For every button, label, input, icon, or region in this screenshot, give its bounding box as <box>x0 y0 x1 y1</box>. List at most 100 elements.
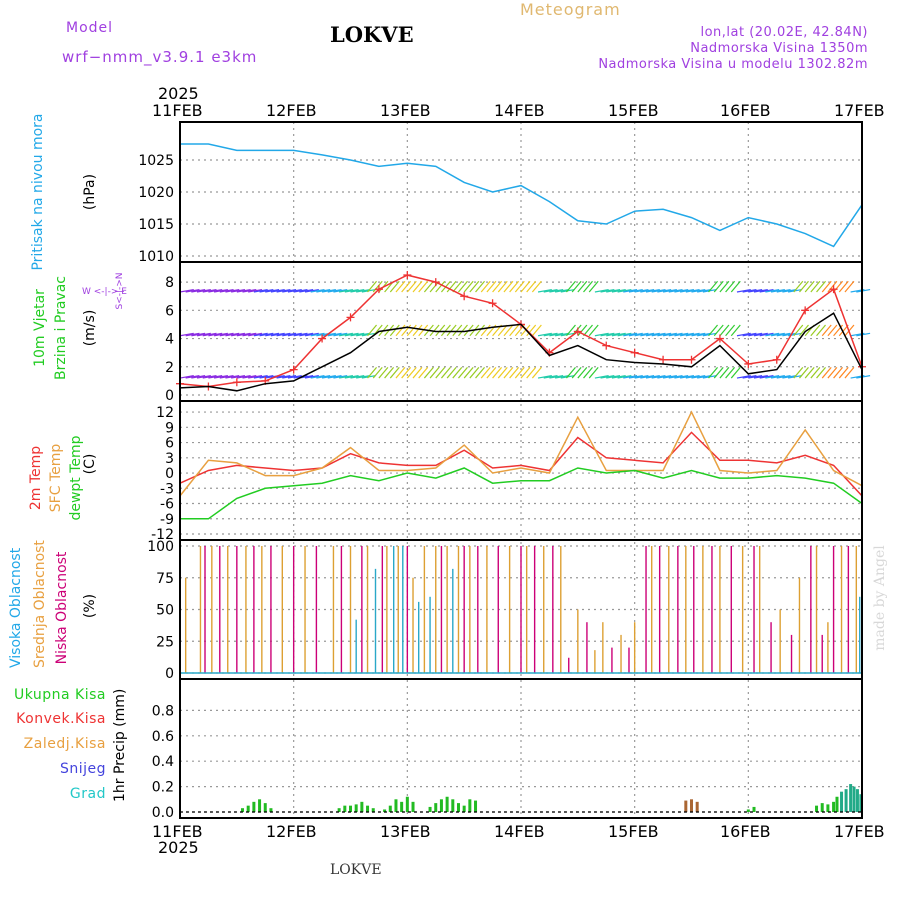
wind-arrow-2-4 <box>202 375 217 379</box>
wind-compass-we: W <-|-> E <box>82 287 127 297</box>
wind-arrow-2-106 <box>782 375 797 379</box>
wind-arrow-1-17 <box>276 332 291 337</box>
wind-arrow-1-48 <box>452 324 463 337</box>
wind-arrow-0-108 <box>793 280 804 293</box>
precip-bar-5 <box>269 808 273 812</box>
wind-arrow-1-15 <box>265 332 280 337</box>
precip-ytick-1: 0.2 <box>152 780 174 796</box>
wind-arrow-1-72 <box>588 324 599 337</box>
precip-bar-7 <box>343 805 347 812</box>
wind-arrow-0-75 <box>606 288 621 293</box>
wind-arrow-0-41 <box>412 280 423 293</box>
wind-arrow-2-76 <box>611 375 626 379</box>
wind-arrow-1-14 <box>259 332 274 337</box>
wind-arrow-2-89 <box>685 375 700 379</box>
wind-arrow-1-80 <box>634 332 649 337</box>
wind-arrow-1-4 <box>202 332 217 337</box>
precip-bar-38 <box>840 791 844 812</box>
wind-arrow-2-115 <box>833 366 844 379</box>
precip-bar-28 <box>684 800 688 812</box>
wind-arrow-0-76 <box>611 288 626 293</box>
wind-arrow-1-64 <box>543 332 558 337</box>
wind-series-0-marker-22 <box>801 306 810 315</box>
wind-series-0-marker-4 <box>289 365 298 374</box>
wind-arrow-1-41 <box>412 324 423 337</box>
wind-arrow-0-81 <box>640 288 655 293</box>
wind-arrow-2-17 <box>276 375 291 379</box>
wind-arrow-0-18 <box>282 288 297 293</box>
wind-arrow-1-90 <box>691 332 706 337</box>
wind-arrow-1-62 <box>531 324 542 337</box>
wind-arrow-0-68 <box>566 280 576 293</box>
wind-arrow-0-10 <box>236 288 251 293</box>
wind-arrow-1-18 <box>282 332 297 337</box>
wind-arrow-2-88 <box>680 375 695 379</box>
wind-arrow-1-65 <box>549 332 564 337</box>
precip-bar-21 <box>439 799 443 812</box>
wind-arrow-1-2 <box>191 332 206 337</box>
wind-arrow-2-6 <box>213 375 228 379</box>
precip-legend-grad: Grad <box>69 786 106 802</box>
wind-arrow-0-49 <box>458 280 468 293</box>
wind-arrow-0-20 <box>293 288 308 293</box>
wind-arrow-2-74 <box>600 375 615 379</box>
wind-arrow-2-90 <box>691 375 706 379</box>
precip-bar-31 <box>746 809 750 812</box>
wind-arrow-1-76 <box>611 332 626 337</box>
model-name: wrf−nmm_v3.9.1 e3km <box>62 48 258 66</box>
wind-arrow-2-71 <box>583 366 593 379</box>
wind-series-0-marker-5 <box>318 334 327 343</box>
wind-arrow-0-42 <box>418 280 429 293</box>
wind-arrow-2-3 <box>196 375 211 379</box>
wind-arrow-2-78 <box>623 375 638 379</box>
wind-arrow-0-64 <box>543 288 558 293</box>
precip-bar-33 <box>815 805 819 812</box>
pressure-series-0-line <box>180 143 863 248</box>
wind-arrow-1-11 <box>242 332 257 337</box>
wind-arrow-2-46 <box>440 366 451 379</box>
wind-arrow-0-37 <box>389 280 400 293</box>
wind-arrow-1-29 <box>344 332 359 337</box>
wind-arrow-1-56 <box>497 324 508 337</box>
precip-bar-1 <box>246 805 250 812</box>
wind-ytick-3: 6 <box>165 303 174 319</box>
precip-bar-41 <box>852 786 856 812</box>
wind-arrow-1-40 <box>406 324 417 337</box>
wind-arrow-1-16 <box>270 332 285 337</box>
wind-arrow-0-111 <box>810 280 821 293</box>
wind-arrow-1-26 <box>327 332 342 337</box>
wind-arrow-0-15 <box>265 288 280 293</box>
wind-arrow-1-9 <box>231 332 246 337</box>
wind-arrow-2-82 <box>645 375 660 379</box>
wind-arrow-0-97 <box>730 280 741 293</box>
precip-bar-40 <box>849 784 853 812</box>
wind-arrow-2-69 <box>571 366 582 379</box>
wind-arrow-2-109 <box>799 366 809 379</box>
temperature-ytick-6: 6 <box>165 436 174 452</box>
wind-arrow-2-117 <box>844 366 855 379</box>
temperature-ytick-8: 12 <box>156 405 174 421</box>
wind-arrow-0-55 <box>492 280 503 293</box>
wind-arrow-1-57 <box>503 324 514 337</box>
wind-arrow-2-51 <box>469 366 480 379</box>
wind-arrow-1-103 <box>765 332 780 337</box>
precip-bar-32 <box>752 806 756 812</box>
wind-arrow-1-85 <box>662 332 677 337</box>
wind-arrow-0-73 <box>594 288 609 293</box>
wind-arrow-0-43 <box>423 280 434 293</box>
wind-arrow-1-38 <box>395 324 406 337</box>
wind-series-1-line <box>179 312 863 392</box>
pressure-ytick-3: 1025 <box>138 153 174 169</box>
elevation-label: Nadmorska Visina 1350m <box>690 41 868 56</box>
precip-bar-27 <box>474 800 478 812</box>
wind-arrow-0-105 <box>776 288 791 293</box>
wind-arrow-2-12 <box>248 375 263 379</box>
wind-arrow-0-45 <box>435 280 446 293</box>
wind-arrow-2-33 <box>367 366 378 379</box>
wind-arrow-0-113 <box>821 280 832 293</box>
wind-arrow-2-113 <box>821 366 832 379</box>
x-bottom-tick-3: 14FEB <box>494 822 545 841</box>
precip-bar-10 <box>360 801 364 812</box>
wind-arrow-2-45 <box>435 366 446 379</box>
precip-bar-3 <box>258 799 262 812</box>
